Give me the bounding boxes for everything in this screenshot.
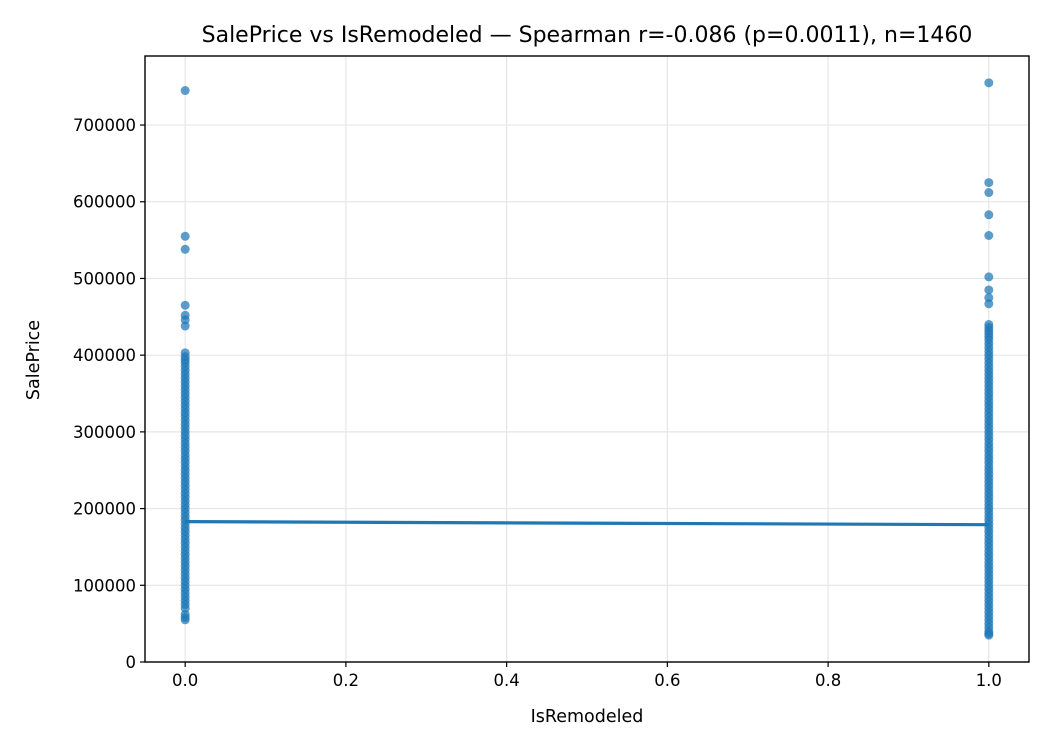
x-tick-label: 0.4 — [494, 671, 520, 690]
y-tick-label: 100000 — [73, 576, 136, 595]
data-point — [984, 272, 994, 282]
data-point — [984, 630, 994, 640]
x-tick-label: 0.0 — [172, 671, 198, 690]
data-point — [180, 231, 190, 241]
x-tick-label: 1.0 — [976, 671, 1002, 690]
data-point — [984, 188, 994, 198]
data-point — [984, 178, 994, 188]
grid-layer — [145, 56, 1029, 663]
data-point — [180, 615, 190, 625]
chart-title: SalePrice vs IsRemodeled — Spearman r=-0… — [202, 23, 973, 48]
data-point — [984, 299, 994, 309]
data-point — [180, 321, 190, 331]
x-tick-label: 0.2 — [333, 671, 359, 690]
data-point — [180, 300, 190, 310]
y-tick-label: 0 — [126, 653, 137, 672]
data-points — [180, 78, 994, 640]
regression-line — [185, 520, 989, 527]
data-point — [180, 86, 190, 96]
y-tick-label: 500000 — [73, 269, 136, 288]
plot-frame — [144, 55, 1030, 663]
y-tick-label: 300000 — [73, 423, 136, 442]
y-axis-label: SalePrice — [24, 320, 44, 400]
data-point — [984, 285, 994, 295]
data-point — [180, 244, 190, 254]
x-axis-label: IsRemodeled — [531, 707, 644, 727]
y-tick-label: 200000 — [73, 500, 136, 519]
data-point — [984, 210, 994, 220]
x-axis-ticks: 0.0 0.2 0.4 0.6 0.8 1.0 — [172, 662, 1002, 690]
x-tick-label: 0.6 — [654, 671, 680, 690]
x-tick-label: 0.8 — [815, 671, 841, 690]
y-tick-label: 400000 — [73, 346, 136, 365]
data-point — [984, 78, 994, 88]
regression-line-layer — [185, 520, 989, 527]
y-tick-label: 700000 — [73, 116, 136, 135]
data-point — [984, 230, 994, 240]
y-tick-label: 600000 — [73, 193, 136, 212]
y-axis-ticks: 0 100000 200000 300000 400000 500000 600000 700… — [73, 116, 145, 672]
